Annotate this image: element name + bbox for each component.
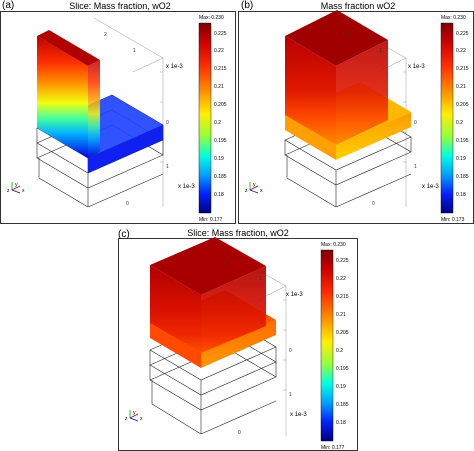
panel-b-axis-tick-3: 0 xyxy=(414,120,417,126)
panel-c-axis-x: x xyxy=(140,416,143,422)
panel-c-colorbar xyxy=(320,249,334,442)
panel-a-tick-5: 0.2 xyxy=(214,120,221,126)
panel-a-axis-tick-4: 1 xyxy=(166,164,169,170)
panel-a-colorbar xyxy=(198,22,212,214)
panel-c-tick-2: 0.215 xyxy=(336,294,349,300)
panel-b-letter: (b) xyxy=(241,0,254,11)
panel-a-axis-tick-5: 0 xyxy=(126,201,129,207)
panel-c-axis-tick-3: 0 xyxy=(289,348,292,354)
panel-c-axis-tick-2: 1 xyxy=(259,276,262,282)
panel-a-tick-0: 0.225 xyxy=(214,31,227,37)
panel-b-axis-tick-2: 1 xyxy=(379,48,382,54)
panel-c-tick-7: 0.19 xyxy=(336,384,346,390)
panel-b-front-face xyxy=(285,36,336,145)
panel-a: Slice: Mass fraction, wO2 2 1 0 1 0 x 1e… xyxy=(0,1,236,224)
panel-b-axis-tick-1: 2 xyxy=(346,32,349,38)
panel-b-colorbar-ticks: 0.225 0.22 0.215 0.21 0.205 0.2 0.195 0.… xyxy=(456,31,469,198)
panel-b-tick-5: 0.2 xyxy=(456,120,463,126)
panel-c-colorbar-ticks: 0.225 0.22 0.215 0.21 0.205 0.2 0.195 0.… xyxy=(336,258,349,426)
panel-a-tick-4: 0.205 xyxy=(214,102,227,108)
panel-a-min-label: Min: 0.177 xyxy=(199,217,223,223)
panel-c-axis-triad: z y x xyxy=(125,410,143,422)
panel-c-unit-top: x 1e-3 xyxy=(286,292,303,298)
panel-a-title: Slice: Mass fraction, wO2 xyxy=(69,1,171,11)
panel-c-axis-tick-5: 0 xyxy=(238,430,241,436)
panel-b-title: Mass fraction wO2 xyxy=(321,1,396,11)
panel-a-axis-triad: z y x xyxy=(7,182,25,194)
panel-c-tick-9: 0.18 xyxy=(336,420,346,426)
panel-b-colorbar xyxy=(440,22,454,214)
panel-b-tick-2: 0.215 xyxy=(456,66,469,72)
panel-c-top-face xyxy=(150,237,266,295)
panel-c-axis-tick-4: 1 xyxy=(289,392,292,398)
panel-a-tick-1: 0.22 xyxy=(214,48,224,54)
panel-c-axis-y: y xyxy=(133,410,136,416)
panel-b-axis-tick-4: 1 xyxy=(414,164,417,170)
panel-b-side-face xyxy=(336,40,388,145)
panel-b-tick-3: 0.21 xyxy=(456,84,466,90)
panel-c-tick-3: 0.21 xyxy=(336,312,346,318)
panel-b-min-label: Min: 0.173 xyxy=(441,217,465,223)
panel-b-base-side xyxy=(336,112,411,160)
panel-a-axis-x: x xyxy=(22,188,25,194)
panel-a-axis-z: z xyxy=(7,188,10,194)
panel-a-top-face xyxy=(37,30,100,66)
panel-b-tick-6: 0.195 xyxy=(456,138,469,144)
panel-a-axis-tick-1: 2 xyxy=(104,32,107,38)
panel-c-axis-z: z xyxy=(125,416,128,422)
panel-a-tick-9: 0.18 xyxy=(214,192,224,198)
panel-c-front-face xyxy=(150,265,201,353)
panel-b-base-front xyxy=(285,115,336,160)
panel-c-tick-1: 0.22 xyxy=(336,276,346,282)
panel-a-axis-y: y xyxy=(15,182,18,188)
panel-c-unit-right: x 1e-3 xyxy=(290,412,307,418)
panel-b-unit-top: x 1e-3 xyxy=(408,64,425,70)
panel-c-tick-5: 0.2 xyxy=(336,348,343,354)
panel-c-axis-tick-1: 2 xyxy=(226,260,229,266)
panel-a-axis-tick-2: 1 xyxy=(133,48,136,54)
panel-a-tick-8: 0.185 xyxy=(214,174,227,180)
panel-a-unit-right: x 1e-3 xyxy=(178,184,195,190)
panel-a-tick-3: 0.21 xyxy=(214,84,224,90)
panel-a-base-side xyxy=(88,125,163,173)
panel-b-tick-7: 0.19 xyxy=(456,156,466,162)
panel-b-tick-9: 0.18 xyxy=(456,192,466,198)
panel-b-max-label: Max: 0.230 xyxy=(441,15,466,21)
panel-c-base-front xyxy=(150,323,201,368)
panel-c-base-side xyxy=(201,320,276,368)
panel-c-max-label: Max: 0.230 xyxy=(321,242,346,248)
panel-b-axis-tick-5: 0 xyxy=(372,201,375,207)
panel-c-tick-4: 0.205 xyxy=(336,330,349,336)
panel-c-tick-0: 0.225 xyxy=(336,258,349,264)
panel-a-front-face xyxy=(37,36,88,158)
panel-a-axis-tick-3: 0 xyxy=(166,120,169,126)
panel-b-tick-8: 0.185 xyxy=(456,174,469,180)
panel-b-top-face xyxy=(285,10,388,66)
panel-a-tick-6: 0.195 xyxy=(214,138,227,144)
panel-a-tick-2: 0.215 xyxy=(214,66,227,72)
panel-b-axis-triad: z y x xyxy=(245,182,263,194)
panel-b: Mass fraction wO2 2 1 0 1 0 x 1e-3 x 1e-… xyxy=(238,1,474,224)
panel-a-side-face xyxy=(88,60,100,158)
panel-b-tick-0: 0.225 xyxy=(456,31,469,37)
panel-b-tick-1: 0.22 xyxy=(456,48,466,54)
panel-b-axis-y: y xyxy=(253,182,256,188)
panel-b-axis-z: z xyxy=(245,188,248,194)
panel-a-colorbar-ticks: 0.225 0.22 0.215 0.21 0.205 0.2 0.195 0.… xyxy=(214,31,227,198)
panel-c-min-label: Min: 0.177 xyxy=(321,445,345,451)
panel-c-letter: (c) xyxy=(118,229,130,240)
panel-a-unit-top: x 1e-3 xyxy=(166,64,183,70)
panel-a-tick-7: 0.19 xyxy=(214,156,224,162)
panel-b-tick-4: 0.205 xyxy=(456,102,469,108)
panel-c: Slice: Mass fraction, wO2 2 1 0 1 0 x 1e… xyxy=(118,228,358,451)
panel-a-letter: (a) xyxy=(2,0,15,11)
panel-a-max-label: Max: 0.230 xyxy=(199,15,224,21)
panel-c-title: Slice: Mass fraction, wO2 xyxy=(187,228,289,238)
panel-c-tick-8: 0.185 xyxy=(336,402,349,408)
panel-b-axis-x: x xyxy=(260,188,263,194)
panel-b-unit-right: x 1e-3 xyxy=(422,184,439,190)
panel-c-tick-6: 0.195 xyxy=(336,366,349,372)
